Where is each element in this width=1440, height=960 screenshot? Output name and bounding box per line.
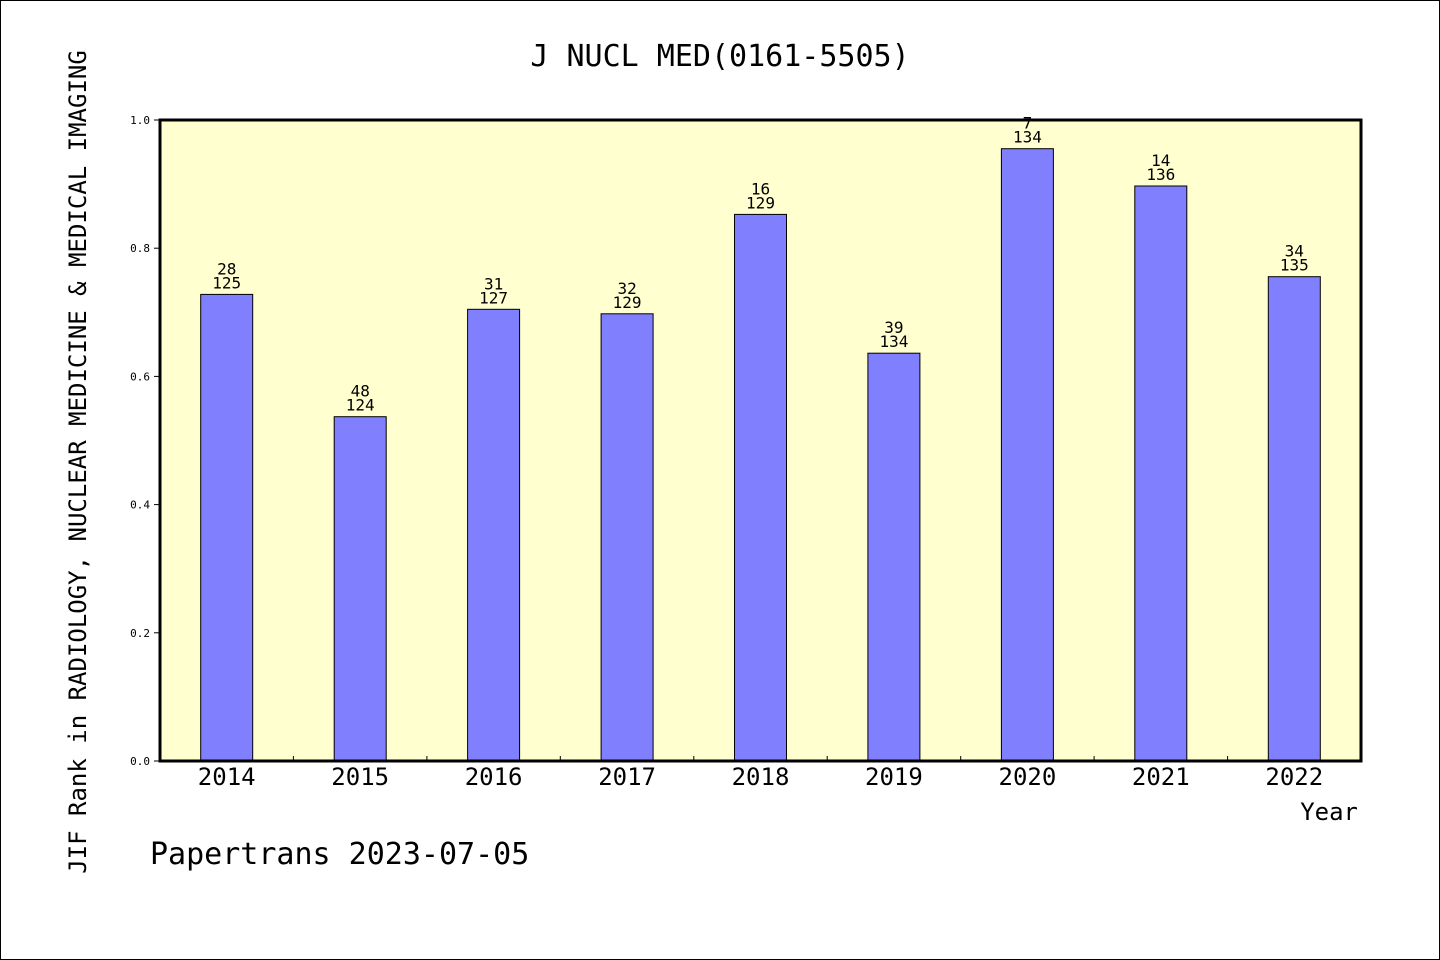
bar-2016 [467,308,521,762]
x-tick-label: 2022 [1265,763,1323,791]
bar-rank-label: 39 [884,318,903,337]
watermark-text: Papertrans 2023-07-05 [150,837,529,872]
bar-2017 [600,313,654,762]
bar-rank-label: 14 [1151,151,1170,170]
bar-total-label: 129 [613,293,642,312]
y-tick-label: 1.0 [130,114,150,127]
bar-rank-label: 32 [617,279,636,298]
x-tick-label: 2018 [732,763,790,791]
x-tick-label: 2016 [465,763,523,791]
y-axis-label: JIF Rank in RADIOLOGY, NUCLEAR MEDICINE … [64,50,92,874]
y-tick-label: 0.2 [130,627,150,640]
chart-title: J NUCL MED(0161-5505) [530,39,909,74]
bar-2021 [1134,185,1188,762]
x-tick-label: 2015 [331,763,389,791]
bar-rank-label: 16 [751,179,770,198]
y-tick-label: 0.8 [130,242,150,255]
bar-rank-label: 34 [1285,242,1304,261]
x-ticks-group: 2014 2015 2016 2017 2018 2019 2020 2021 2022 [198,756,1323,791]
bar-2014 [200,293,254,762]
y-tick-label: 0.6 [130,370,150,383]
bar-rank-label: 31 [484,274,503,293]
x-tick-label: 2019 [865,763,923,791]
bar-2022 [1267,276,1321,762]
bar-2018 [734,213,787,762]
bar-total-label: 129 [746,193,775,212]
bar-2015 [333,416,387,762]
plot-border [158,118,1363,763]
bar-rank-label: 7 [1023,114,1033,133]
bar-total-label: 124 [346,396,375,415]
bar-2019 [867,352,921,762]
bar-total-label: 135 [1280,256,1309,275]
bar-rank-label: 28 [217,259,236,278]
bars-group [200,148,1321,762]
y-ticks-group: 0.0 0.2 0.4 0.6 0.8 1.0 [130,114,160,768]
bar-2020 [1000,148,1054,762]
bar-total-label: 125 [212,273,241,292]
y-tick-label: 0.0 [130,755,150,768]
x-tick-label: 2021 [1132,763,1190,791]
x-tick-label: 2020 [999,763,1057,791]
x-tick-label: 2017 [598,763,656,791]
x-axis-label: Year [1300,798,1358,826]
x-tick-label: 2014 [198,763,256,791]
y-tick-label: 0.4 [130,499,150,512]
bar-rank-label: 48 [351,382,370,401]
bar-total-label: 127 [479,288,508,307]
bar-total-label: 134 [1013,128,1042,147]
bar-total-label: 134 [879,332,908,351]
bar-total-label: 136 [1146,165,1175,184]
